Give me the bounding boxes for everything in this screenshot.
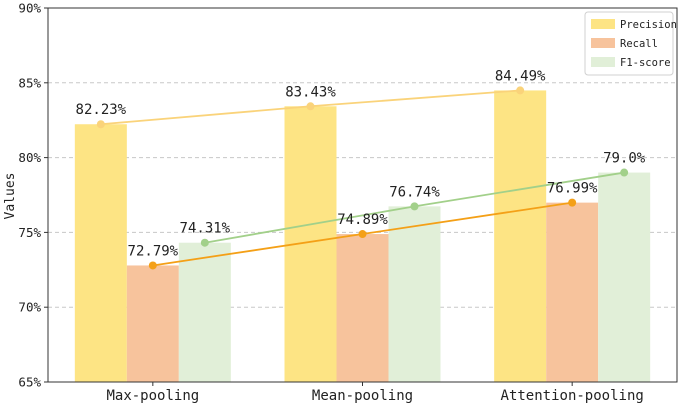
data-label: 74.89% bbox=[337, 212, 388, 228]
axes: 65% 70% 75% 80% 85% 90% Max-pooling Mean-poolin… bbox=[18, 1, 678, 404]
data-label: 76.99% bbox=[547, 181, 598, 197]
bar-precision bbox=[494, 90, 547, 383]
legend-swatch bbox=[591, 19, 615, 29]
data-label: 84.49% bbox=[495, 68, 546, 84]
bar-recall bbox=[126, 265, 179, 382]
data-labels: 82.23% 83.43% 84.49% 72.79% 74.89% 76.99% 74.3… bbox=[76, 68, 646, 259]
data-label: 76.74% bbox=[389, 184, 440, 200]
y-tick-label: 75% bbox=[18, 225, 41, 240]
legend-swatch bbox=[591, 38, 615, 48]
legend-entry: F1-score bbox=[620, 57, 671, 69]
y-tick-label: 80% bbox=[18, 150, 41, 165]
data-label: 72.79% bbox=[128, 243, 179, 259]
y-tick-label: 70% bbox=[18, 300, 41, 315]
data-point-recall bbox=[358, 230, 367, 239]
data-point-f1-score bbox=[410, 202, 419, 211]
legend: Precision Recall F1-score bbox=[584, 11, 677, 76]
bar-recall bbox=[336, 234, 389, 382]
bar-f1-score bbox=[598, 172, 651, 382]
x-tick-label: Mean-pooling bbox=[312, 388, 413, 404]
data-point-recall bbox=[568, 198, 577, 207]
y-tick-label: 65% bbox=[18, 375, 41, 390]
bar-recall bbox=[546, 202, 599, 382]
x-tick-label: Attention-pooling bbox=[501, 388, 644, 404]
data-point-recall bbox=[148, 261, 157, 270]
data-point-precision bbox=[516, 86, 525, 95]
data-point-f1-score bbox=[200, 238, 209, 247]
data-point-precision bbox=[96, 120, 105, 129]
bar-f1-score bbox=[388, 206, 441, 382]
bar-precision bbox=[74, 124, 127, 382]
plot-frame bbox=[47, 7, 678, 383]
data-point-f1-score bbox=[620, 168, 629, 177]
data-point-precision bbox=[306, 102, 315, 111]
data-label: 83.43% bbox=[285, 84, 336, 100]
y-tick-label: 85% bbox=[18, 75, 41, 90]
data-label: 82.23% bbox=[76, 102, 127, 118]
data-label: 74.31% bbox=[180, 221, 231, 237]
legend-swatch bbox=[591, 57, 615, 67]
bars bbox=[74, 90, 651, 383]
trend-lines bbox=[96, 86, 629, 270]
legend-entry: Precision bbox=[620, 19, 677, 31]
data-label: 79.0% bbox=[603, 151, 646, 167]
y-tick-label: 90% bbox=[18, 1, 41, 16]
x-tick-label: Max-pooling bbox=[106, 388, 199, 404]
y-axis-label: Values bbox=[3, 173, 18, 220]
bar-f1-score bbox=[178, 242, 231, 382]
legend-entry: Recall bbox=[620, 38, 658, 50]
